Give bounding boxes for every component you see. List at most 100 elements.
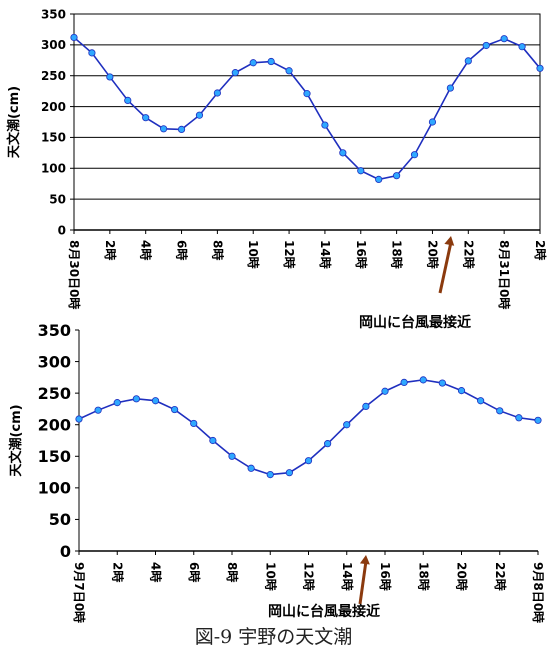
data-point-17: [400, 378, 408, 387]
data-point-0: [75, 415, 83, 423]
data-point-24: [500, 35, 508, 43]
chart-2: 0 50 100 150 200 250 300 350 天文潮(cm) 9月7日0時 2時 4時 6時…: [8, 321, 546, 623]
y-tick-label-150: 150: [41, 131, 66, 145]
x-tick-label-12: 8月31日0時: [497, 240, 512, 309]
y-axis-label: 天文潮(cm): [8, 404, 24, 476]
data-point-15: [339, 149, 347, 157]
x-tick-label-4: 8時: [210, 240, 225, 260]
data-point-0: [70, 33, 78, 42]
y-tick-label-250: 250: [38, 384, 71, 403]
x-tick-label-3: 6時: [187, 562, 202, 582]
x-tick-label-0: 8月30日0時: [67, 240, 82, 309]
data-point-13: [324, 440, 332, 448]
data-point-12: [304, 457, 313, 465]
x-tick-label-9: 18時: [390, 240, 405, 269]
x-tick-label-2: 4時: [149, 562, 164, 582]
data-point-20: [457, 387, 466, 395]
data-point-7: [209, 436, 217, 445]
x-tick-label-5: 10時: [246, 240, 261, 269]
chart-1: 0 50 100 150 200 250 300 350 天文潮(cm) 8月30日0時 2時 4時 6…: [6, 7, 547, 331]
annotation-label: 岡山に台風最接近: [268, 603, 380, 620]
data-point-14: [343, 421, 351, 429]
data-point-22: [464, 57, 472, 65]
x-tick-label-3: 6時: [175, 240, 190, 260]
data-point-6: [190, 419, 198, 428]
annotation-arrowhead: [359, 555, 370, 565]
x-tick-label-11: 22時: [461, 240, 476, 269]
data-point-14: [321, 121, 329, 129]
y-tick-label-300: 300: [41, 38, 66, 52]
data-point-7: [195, 111, 204, 119]
data-point-1: [94, 406, 102, 414]
data-point-6: [177, 125, 186, 134]
y-tick-label-50: 50: [49, 510, 71, 529]
data-point-13: [303, 90, 311, 98]
annotation-label: 岡山に台風最接近: [359, 314, 471, 331]
x-tick-label-7: 14時: [318, 240, 333, 269]
data-point-23: [515, 414, 523, 422]
data-point-26: [536, 64, 544, 72]
data-point-11: [285, 469, 293, 477]
data-point-18: [419, 376, 427, 384]
data-point-25: [518, 43, 526, 51]
data-point-21: [477, 397, 485, 405]
data-point-19: [410, 151, 419, 159]
x-tick-label-4: 8時: [225, 562, 240, 582]
x-tick-label-7: 14時: [340, 562, 355, 591]
data-point-9: [231, 69, 239, 77]
x-tick-label-8: 16時: [378, 562, 393, 591]
annotation-arrow: [358, 560, 368, 605]
x-tick-label-6: 12時: [282, 240, 297, 269]
y-axis-label: 天文潮(cm): [6, 86, 22, 158]
data-point-10: [266, 470, 274, 479]
data-point-8: [228, 452, 236, 460]
data-point-16: [381, 387, 389, 395]
data-point-11: [267, 57, 275, 66]
figure-caption: 図-9 宇野の天文潮: [194, 626, 353, 648]
data-point-3: [132, 395, 140, 403]
data-point-21: [446, 84, 454, 92]
y-tick-label-200: 200: [41, 100, 66, 114]
x-tick-label-6: 12時: [302, 562, 317, 591]
y-tick-label-0: 0: [60, 542, 71, 561]
y-tick-label-0: 0: [58, 223, 66, 237]
x-tick-label-2: 4時: [139, 240, 154, 260]
data-point-2: [106, 73, 114, 81]
y-tick-label-250: 250: [41, 69, 66, 83]
data-point-2: [113, 399, 121, 407]
x-tick-label-5: 10時: [263, 562, 278, 591]
data-point-3: [124, 96, 132, 105]
x-tick-label-0: 9月7日0時: [72, 562, 87, 623]
plot-frame: [73, 13, 541, 231]
y-tick-label-300: 300: [38, 352, 71, 371]
data-point-4: [151, 397, 160, 405]
y-tick-label-350: 350: [41, 7, 66, 21]
annotation-arrow: [438, 241, 453, 294]
y-tick-label-350: 350: [38, 321, 71, 340]
x-tick-label-10: 20時: [455, 562, 470, 591]
data-point-22: [496, 407, 504, 415]
data-point-17: [375, 175, 383, 183]
x-tick-label-13: 2時: [533, 240, 547, 260]
x-tick-label-9: 18時: [416, 562, 431, 591]
x-tick-label-1: 2時: [103, 240, 118, 260]
data-point-24: [534, 416, 542, 424]
y-tick-label-100: 100: [41, 162, 66, 176]
x-tick-label-10: 20時: [425, 240, 440, 269]
data-point-5: [160, 125, 168, 133]
data-point-18: [393, 172, 401, 180]
x-tick-label-11: 22時: [493, 562, 508, 591]
y-tick-label-100: 100: [38, 479, 71, 498]
data-point-23: [482, 41, 490, 50]
annotation-arrowhead: [444, 236, 455, 246]
data-point-10: [249, 59, 257, 67]
data-point-12: [285, 67, 293, 75]
y-tick-label-50: 50: [49, 192, 66, 206]
x-tick-label-12: 9月8日0時: [531, 562, 546, 623]
data-point-8: [213, 89, 221, 97]
data-point-20: [428, 118, 437, 126]
data-point-9: [247, 464, 255, 472]
y-tick-label-200: 200: [38, 415, 71, 434]
x-tick-label-8: 16時: [354, 240, 369, 269]
